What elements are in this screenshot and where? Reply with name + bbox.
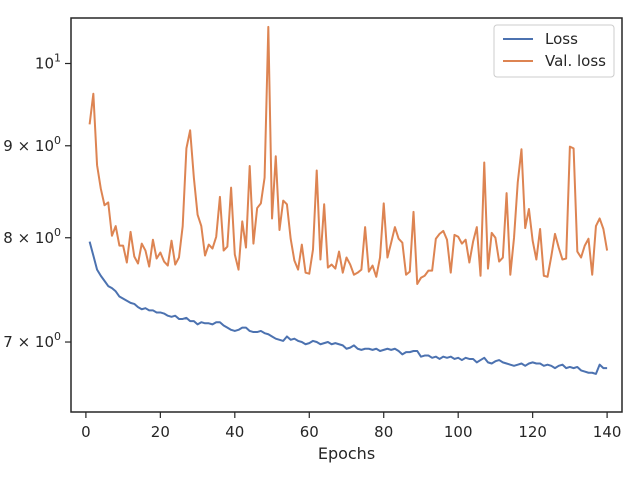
y-tick-label-part: 10 <box>35 137 54 155</box>
legend: Loss Val. loss <box>493 24 615 78</box>
legend-label-val-loss: Val. loss <box>545 52 606 70</box>
x-tick-label: 140 <box>593 423 622 441</box>
x-tick-label: 20 <box>151 423 170 441</box>
x-tick-label: 80 <box>374 423 393 441</box>
y-tick-label: 9 × 100 <box>3 134 61 155</box>
y-tick-label-exponent: 1 <box>54 52 61 65</box>
plot-lines <box>88 25 609 375</box>
legend-label-loss: Loss <box>545 30 578 48</box>
x-tick-label: 100 <box>444 423 473 441</box>
x-tick-label: 40 <box>225 423 244 441</box>
axes-frame <box>70 17 623 413</box>
y-tick-label-exponent: 0 <box>54 226 61 239</box>
y-tick-label-exponent: 0 <box>54 330 61 343</box>
y-tick-label-part: 8 <box>3 229 17 247</box>
y-tick-label: 101 <box>35 52 61 73</box>
series-line-loss <box>88 241 608 375</box>
x-tick-label: 0 <box>81 423 91 441</box>
x-tick-label: 60 <box>300 423 319 441</box>
y-tick-label: 8 × 100 <box>3 226 61 247</box>
y-tick-label-part: 7 <box>3 333 17 351</box>
x-axis-ticks: 0 20 40 60 80 100 120 140 <box>81 412 621 441</box>
y-tick-label-exponent: 0 <box>54 134 61 147</box>
y-tick-label-part: 10 <box>35 333 54 351</box>
series-line-val-loss <box>88 25 609 285</box>
y-tick-label: 7 × 100 <box>3 330 61 351</box>
y-tick-label-part: 10 <box>35 55 54 73</box>
y-tick-label-part: 10 <box>35 229 54 247</box>
x-tick-label: 120 <box>518 423 547 441</box>
x-axis-label: Epochs <box>318 444 375 463</box>
y-tick-label-part: 9 <box>3 137 17 155</box>
y-tick-label-part: × <box>18 333 35 351</box>
y-tick-label-part: × <box>18 137 35 155</box>
y-tick-label-part: × <box>18 229 35 247</box>
